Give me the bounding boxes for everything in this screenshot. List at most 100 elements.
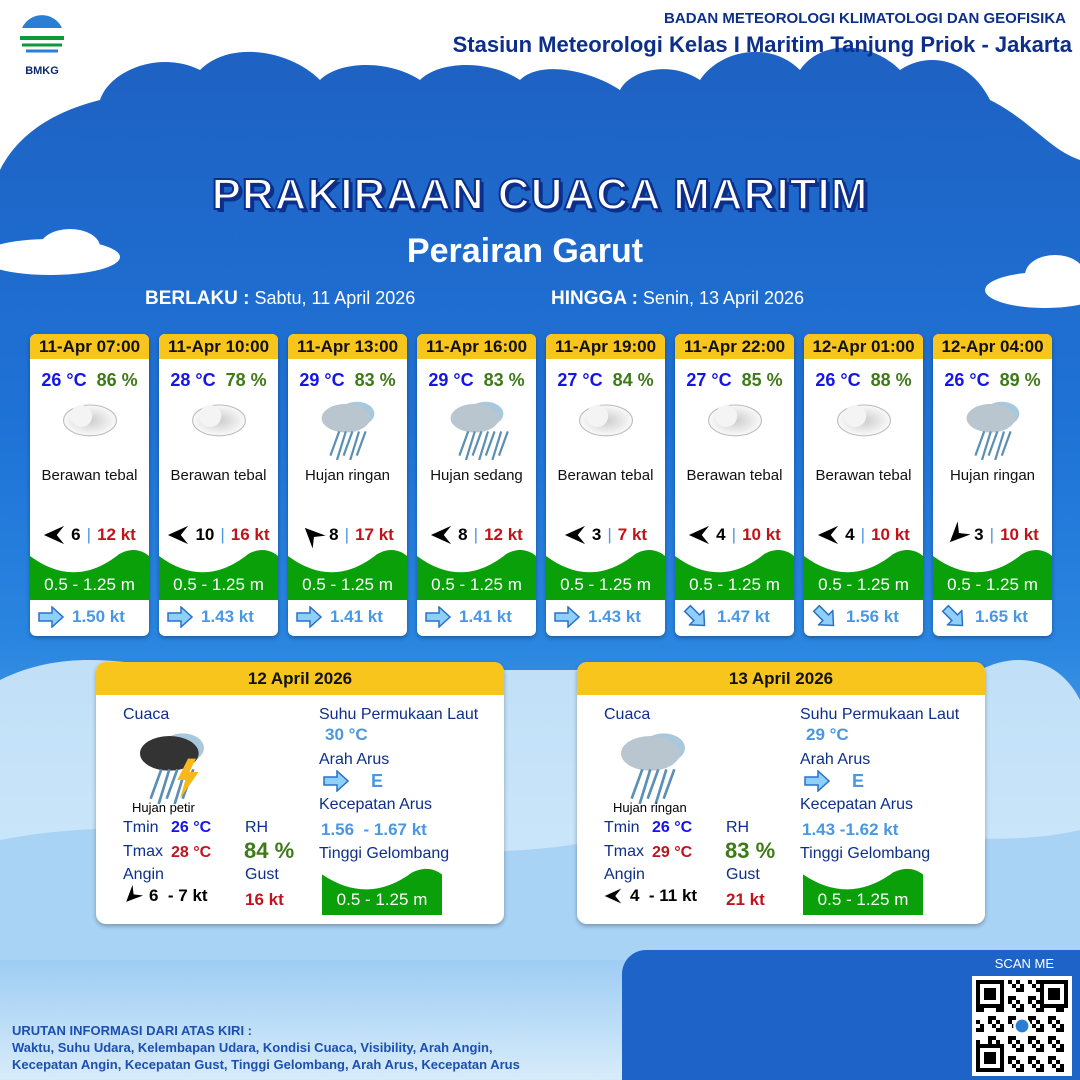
forecast-card[interactable]: 11-Apr 16:00 29 °C 83 % Hujan sedang 8 | 1… — [417, 334, 536, 636]
forecast-time: 11-Apr 13:00 — [288, 334, 407, 359]
wave-indicator: 0.5 - 1.25 m — [288, 548, 407, 600]
gust-speed: 12 kt — [484, 525, 523, 544]
light-rain-icon — [966, 401, 1019, 460]
wind-speed: 3 — [974, 525, 984, 544]
humidity: 89 % — [999, 370, 1041, 390]
weather-condition: Berawan tebal — [686, 467, 783, 484]
gust-speed: 10 kt — [742, 525, 781, 544]
footer-info: URUTAN INFORMASI DARI ATAS KIRI : Waktu,… — [12, 1022, 520, 1073]
weather-condition: Berawan tebal — [170, 467, 267, 484]
valid-from: BERLAKU : Sabtu, 11 April 2026 — [145, 288, 415, 310]
cloudy-icon — [191, 404, 246, 437]
daily-summary-panel[interactable]: 12 April 2026 Cuaca Hujan petir Tmin 26 … — [96, 662, 504, 924]
footer-line-1: Waktu, Suhu Udara, Kelembapan Udara, Kon… — [12, 1040, 493, 1055]
cloud-left — [0, 229, 120, 275]
wave-height: 0.5 - 1.25 m — [560, 575, 651, 594]
wave-height: 0.5 - 1.25 m — [947, 575, 1038, 594]
daily-date: 12 April 2026 — [96, 662, 504, 695]
weather-condition: Hujan sedang — [430, 467, 523, 484]
footer-line-2: Kecepatan Angin, Kecepatan Gust, Tinggi … — [12, 1057, 520, 1072]
temperature: 26 °C — [815, 370, 861, 390]
wave-indicator: 0.5 - 1.25 m — [546, 548, 665, 600]
current-direction-value: E — [371, 770, 384, 791]
wind-arrow-icon — [950, 521, 971, 543]
weather-condition: Berawan tebal — [815, 467, 912, 484]
wave-indicator: 0.5 - 1.25 m — [322, 867, 442, 915]
wind-speed: 6 — [71, 525, 81, 544]
current-speed-range: 1.43 -1.62 kt — [802, 820, 899, 839]
header-clouds — [0, 0, 1080, 170]
forecast-time: 11-Apr 22:00 — [675, 334, 794, 359]
wave-height: 0.5 - 1.25 m — [818, 575, 909, 594]
tmax-value: 29 °C — [652, 844, 693, 861]
gust-value: 16 kt — [245, 890, 284, 909]
weather-condition: Berawan tebal — [557, 467, 654, 484]
page-title: PRAKIRAAN CUACA MARITIM — [211, 169, 869, 220]
cloud-right — [985, 255, 1080, 308]
wave-indicator: 0.5 - 1.25 m — [933, 548, 1052, 600]
sst-value: 30 °C — [325, 725, 368, 744]
forecast-card[interactable]: 11-Apr 10:00 28 °C 78 % Berawan tebal 10… — [159, 334, 278, 636]
valid-from-date: Sabtu, 11 April 2026 — [254, 288, 416, 308]
wind-arrow-icon — [604, 888, 622, 904]
forecast-card[interactable]: 11-Apr 19:00 27 °C 84 % Berawan tebal 3 |… — [546, 334, 665, 636]
rh-value: 83 % — [725, 838, 776, 863]
current-speed: 1.65 kt — [975, 607, 1028, 626]
rh-label: RH — [726, 819, 750, 836]
wind-speed: 8 — [329, 525, 339, 544]
forecast-time: 12-Apr 01:00 — [804, 334, 923, 359]
forecast-card[interactable]: 11-Apr 07:00 26 °C 86 % Berawan tebal 6 |… — [30, 334, 149, 636]
weather-condition: Hujan ringan — [304, 467, 391, 484]
wind-range: 6 - 7 kt — [149, 886, 208, 905]
sst-value: 29 °C — [806, 725, 849, 744]
gust-label: Gust — [245, 866, 279, 883]
qr-area: SCAN ME — [622, 950, 1080, 1080]
forecast-card[interactable]: 12-Apr 04:00 26 °C 89 % Hujan ringan 3 | 1… — [933, 334, 1052, 636]
cloudy-icon — [836, 404, 891, 437]
daily-summary-panel[interactable]: 13 April 2026 Cuaca Hujan ringan Tmin 26… — [577, 662, 985, 924]
wind-speed: 4 — [845, 525, 855, 544]
daily-date: 13 April 2026 — [577, 662, 985, 695]
sst-label: Suhu Permukaan Laut — [319, 706, 479, 723]
moderate-rain-icon — [450, 401, 509, 460]
gust-value: 21 kt — [726, 890, 765, 909]
current-speed: 1.47 kt — [717, 607, 770, 626]
current-speed: 1.41 kt — [330, 607, 383, 626]
wind-arrow-icon — [168, 525, 189, 545]
cloudy-icon — [62, 404, 117, 437]
valid-to: HINGGA : Senin, 13 April 2026 — [551, 288, 804, 310]
footer-title: URUTAN INFORMASI DARI ATAS KIRI : — [12, 1023, 252, 1038]
forecast-time: 11-Apr 19:00 — [546, 334, 665, 359]
valid-to-date: Senin, 13 April 2026 — [642, 288, 805, 308]
current-arrow-icon — [167, 606, 193, 628]
wave-height: 0.5 - 1.25 m — [689, 575, 780, 594]
separator: | — [731, 525, 737, 544]
tmin-label: Tmin — [604, 819, 640, 836]
separator: | — [86, 525, 92, 544]
wind-arrow-icon — [818, 525, 839, 545]
temperature: 27 °C — [686, 370, 732, 390]
forecast-card[interactable]: 11-Apr 13:00 29 °C 83 % Hujan ringan 8 | 1… — [288, 334, 407, 636]
wave-indicator: 0.5 - 1.25 m — [804, 548, 923, 600]
separator: | — [344, 525, 350, 544]
forecast-time: 12-Apr 04:00 — [933, 334, 1052, 359]
light-rain-icon — [321, 401, 374, 460]
weather-condition: Hujan petir — [132, 800, 195, 815]
wind-arrow-icon — [305, 527, 326, 549]
forecast-card[interactable]: 12-Apr 01:00 26 °C 88 % Berawan tebal 4 |… — [804, 334, 923, 636]
temperature: 26 °C — [41, 370, 87, 390]
rh-label: RH — [245, 819, 269, 836]
wave-height: 0.5 - 1.25 m — [44, 575, 135, 594]
separator: | — [607, 525, 612, 544]
current-arrow-icon — [804, 770, 830, 792]
wave-height: 0.5 - 1.25 m — [431, 575, 522, 594]
qr-code[interactable] — [972, 976, 1072, 1076]
wave-indicator: 0.5 - 1.25 m — [30, 548, 149, 600]
forecast-card[interactable]: 11-Apr 22:00 27 °C 85 % Berawan tebal 4 |… — [675, 334, 794, 636]
forecast-time: 11-Apr 07:00 — [30, 334, 149, 359]
current-arrow-icon — [425, 606, 451, 628]
wind-range: 4 - 11 kt — [630, 886, 698, 905]
logo-text: BMKG — [25, 65, 59, 77]
tmax-value: 28 °C — [171, 844, 212, 861]
temperature: 29 °C — [299, 370, 345, 390]
